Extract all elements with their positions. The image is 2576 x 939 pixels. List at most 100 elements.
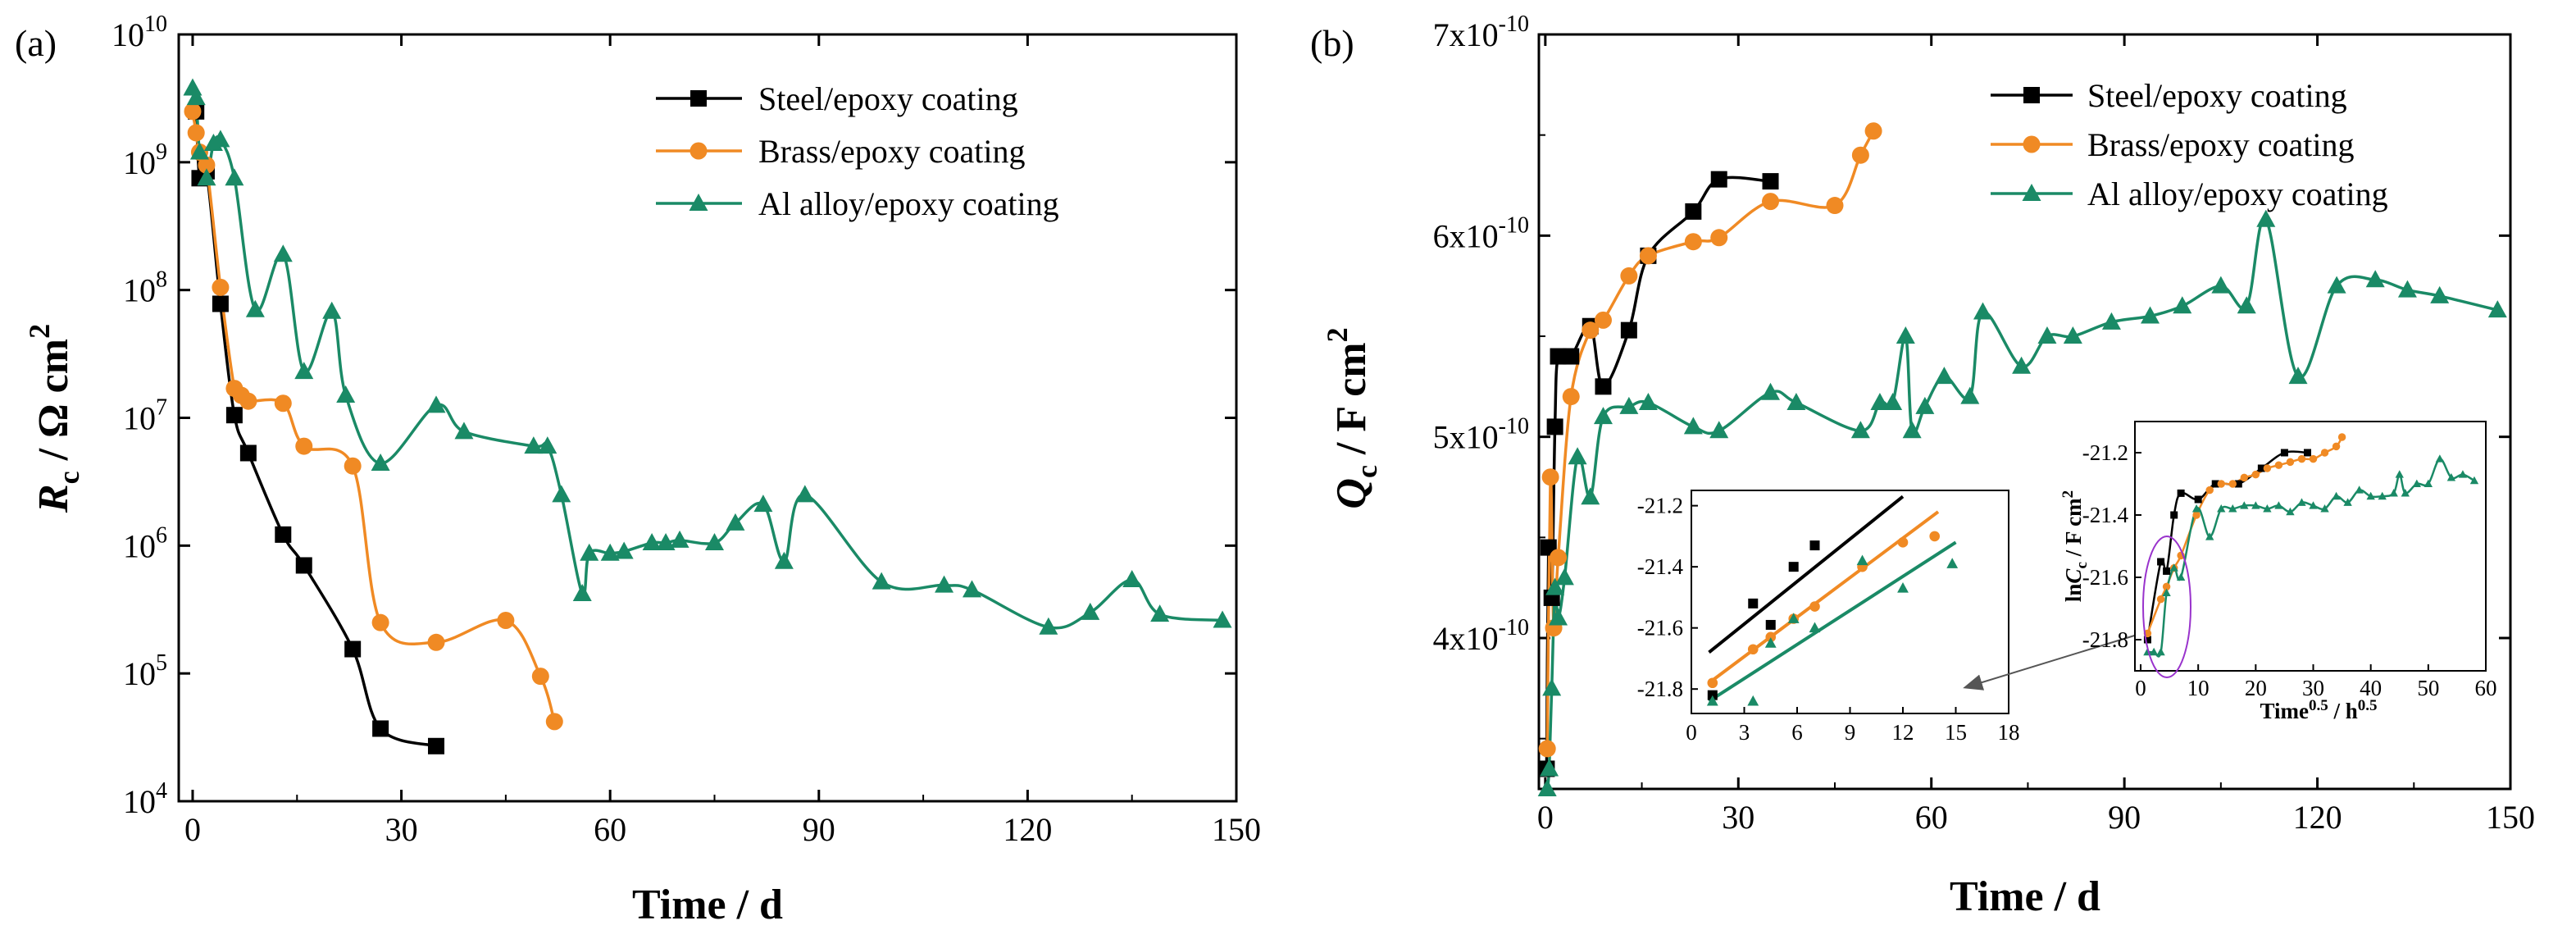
a-point-al xyxy=(753,495,773,513)
a-point-al xyxy=(245,299,265,317)
panel-b-label: (b) xyxy=(1310,22,1354,64)
a-point-steel xyxy=(212,295,229,312)
b-legend-marker-al xyxy=(2022,184,2041,201)
a-point-al xyxy=(935,575,954,593)
i2-point-al xyxy=(2469,476,2479,485)
panel-b-ylabel-sup: 2 xyxy=(1321,327,1354,342)
panel-b-points xyxy=(1537,122,2507,796)
i1-ytick-label: -21.8 xyxy=(1637,677,1683,701)
b-point-al xyxy=(1542,678,1562,696)
b-point-steel xyxy=(1685,203,1702,220)
i2-point-al xyxy=(2240,501,2249,509)
a-point-al xyxy=(572,584,592,602)
a-point-al xyxy=(1150,604,1170,622)
b-xtick-label: 60 xyxy=(1915,799,1948,836)
b-point-al xyxy=(2487,300,2507,318)
i1-point-brass xyxy=(1929,531,1940,542)
a-ytick-label: 105 xyxy=(123,650,167,692)
b-point-brass xyxy=(1620,267,1638,285)
i2-point-brass xyxy=(2205,485,2214,495)
i1-xtick-label: 18 xyxy=(1998,720,2020,745)
b-point-al xyxy=(1593,407,1613,425)
b-point-al xyxy=(1915,396,1935,414)
i2-point-brass xyxy=(2337,433,2346,441)
i2-point-brass xyxy=(2251,470,2260,479)
i1-xtick-label: 12 xyxy=(1892,720,1914,745)
i2-point-al xyxy=(2343,498,2352,506)
a-point-brass xyxy=(274,394,292,413)
b-point-steel xyxy=(1710,171,1727,188)
a-point-al xyxy=(197,168,216,186)
b-ytick-label-base: 5x10 xyxy=(1433,419,1499,456)
i2-point-steel xyxy=(2194,495,2202,504)
b-point-al xyxy=(1549,608,1568,626)
a-point-steel xyxy=(344,640,362,658)
i2-point-al xyxy=(2378,491,2387,500)
a-ytick-label-base: 10 xyxy=(112,16,144,53)
i1-point-brass xyxy=(1707,677,1718,689)
a-ytick-label: 108 xyxy=(123,267,167,309)
inset-full-xlabel-main: Time xyxy=(2260,699,2309,723)
i1-xtick-label: 9 xyxy=(1845,720,1856,745)
a-point-al xyxy=(795,485,815,503)
b-point-brass xyxy=(1562,388,1580,406)
a-xtick-label: 90 xyxy=(803,811,835,848)
b-point-steel xyxy=(1620,321,1637,339)
a-point-al xyxy=(726,513,745,531)
i1-point-steel xyxy=(1765,619,1776,630)
b-point-brass xyxy=(1594,311,1612,329)
b-point-al xyxy=(1786,392,1806,410)
b-ytick-label: 7x10-10 xyxy=(1433,11,1529,53)
a-point-steel xyxy=(428,737,445,754)
a-ytick-label-base: 10 xyxy=(123,400,156,437)
a-point-al xyxy=(183,78,203,96)
b-point-steel xyxy=(1595,378,1612,395)
b-ytick-label-sup: -10 xyxy=(1499,212,1529,238)
i2-point-al xyxy=(2251,501,2260,509)
i2-point-brass xyxy=(2162,582,2171,591)
i2-point-brass xyxy=(2228,480,2237,488)
a-ytick-label-sup: 6 xyxy=(156,522,167,548)
a-point-al xyxy=(211,130,230,148)
i2-xtick-label: 60 xyxy=(2475,676,2497,700)
a-ytick-label-base: 10 xyxy=(123,144,156,181)
i1-point-brass xyxy=(1747,644,1759,655)
a-point-al xyxy=(336,385,356,403)
a-point-steel xyxy=(275,526,292,543)
a-xtick-label: 0 xyxy=(184,811,201,848)
panel-b-ylabel: Qc / F cm2 xyxy=(1321,327,1383,508)
inset-full-ylabel-sub: c xyxy=(2073,562,2091,568)
b-ytick-label-base: 6x10 xyxy=(1433,217,1499,254)
panel-b-plot-frame xyxy=(1537,33,2512,791)
b-point-al xyxy=(1568,447,1587,465)
b-point-al xyxy=(2397,280,2417,298)
i2-ytick-label: -21.8 xyxy=(2082,627,2128,652)
i2-point-steel xyxy=(2211,480,2219,488)
b-ytick-label-sup: -10 xyxy=(1499,414,1529,440)
i2-point-al xyxy=(2389,489,2398,497)
i2-ytick-label: -21.6 xyxy=(2082,565,2128,590)
a-ytick-label-sup: 10 xyxy=(144,11,167,37)
a-xtick-label: 120 xyxy=(1003,811,1052,848)
b-point-al xyxy=(2173,296,2192,314)
b-point-al xyxy=(1934,367,1954,385)
a-point-brass xyxy=(212,278,230,296)
b-point-al xyxy=(2430,285,2450,303)
inset-full-ylabel-c: C xyxy=(2061,568,2086,584)
a-point-al xyxy=(642,533,662,551)
i2-point-brass xyxy=(2192,511,2201,519)
a-point-brass xyxy=(344,457,362,475)
i2-point-al xyxy=(2149,647,2159,656)
panel-a-label: (a) xyxy=(15,22,57,64)
i2-point-al xyxy=(2401,489,2410,497)
b-point-al xyxy=(1960,386,1980,404)
inset-highlight-ellipse xyxy=(2142,536,2191,678)
i2-point-al xyxy=(2355,485,2364,494)
a-point-al xyxy=(454,422,474,440)
b-point-al xyxy=(2037,326,2057,344)
panel-a-points xyxy=(183,78,1232,754)
b-point-al xyxy=(1537,779,1557,796)
b-point-al xyxy=(1902,421,1922,439)
